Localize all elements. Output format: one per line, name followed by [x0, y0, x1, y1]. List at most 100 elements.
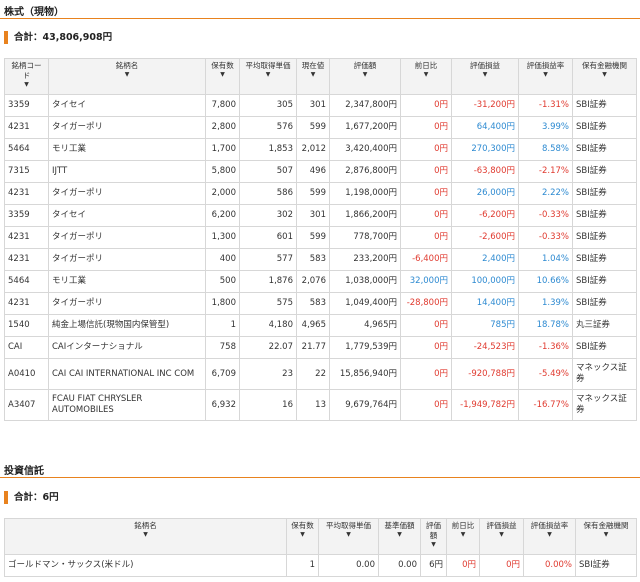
stocks-section-rule: [0, 18, 640, 19]
cell-name: タイガーポリ: [48, 226, 206, 249]
cell-pl: 100,000円: [451, 270, 519, 293]
cell-qty: 6,709: [205, 358, 240, 390]
cell-name: タイガーポリ: [48, 182, 206, 205]
sort-down-icon[interactable]: ▼: [547, 531, 552, 538]
funds-header-3[interactable]: 基準価額 ▼: [378, 518, 421, 555]
cell-qty: 2,800: [205, 116, 240, 139]
column-header-label: 銘柄名: [134, 521, 157, 530]
cell-avg: 0.00: [318, 554, 379, 577]
cell-qty: 758: [205, 336, 240, 359]
table-row: 5464 モリ工業 1,700 1,853 2,012 3,420,400円 0円 270,3…: [4, 138, 637, 161]
cell-rate: 2.22%: [518, 182, 573, 205]
table-row: A0410 CAI CAI INTERNATIONAL INC COM 6,709 2…: [4, 358, 637, 390]
cell-avg: 1,876: [239, 270, 297, 293]
sort-down-icon[interactable]: ▼: [602, 71, 607, 78]
cell-code: 4231: [4, 116, 49, 139]
stocks-header-7[interactable]: 評価損益 ▼: [451, 58, 519, 95]
sort-down-icon[interactable]: ▼: [220, 71, 225, 78]
stocks-header-0[interactable]: 銘柄コード ▼: [4, 58, 49, 95]
stocks-header-6[interactable]: 前日比 ▼: [400, 58, 452, 95]
column-header-label: 保有金融機関: [582, 61, 627, 70]
funds-header-6[interactable]: 評価損益 ▼: [479, 518, 524, 555]
stocks-header-3[interactable]: 平均取得単価 ▼: [239, 58, 297, 95]
cell-qty: 1,700: [205, 138, 240, 161]
sort-down-icon[interactable]: ▼: [431, 541, 436, 548]
funds-header-2[interactable]: 平均取得単価 ▼: [318, 518, 379, 555]
sort-down-icon[interactable]: ▼: [362, 71, 368, 78]
sort-down-icon[interactable]: ▼: [499, 531, 504, 538]
sort-down-icon[interactable]: ▼: [124, 71, 130, 78]
cell-rate: -5.49%: [518, 358, 573, 390]
cell-qty: 7,800: [205, 94, 240, 117]
stocks-header-1[interactable]: 銘柄名 ▼: [48, 58, 206, 95]
table-row: 7315 IJTT 5,800 507 496 2,876,800円 0円 -63,800円 -…: [4, 160, 637, 183]
cell-broker: SBI証券: [572, 270, 637, 293]
column-header-label: 評価損益: [470, 61, 500, 70]
stocks-table: 銘柄コード ▼ 銘柄名 ▼ 保有数 ▼ 平均取得単価 ▼ 現在値 ▼ 評価額 ▼ 前日比 ▼ 評価損益 ▼ 評価…: [4, 58, 637, 421]
funds-header-0[interactable]: 銘柄名 ▼: [4, 518, 287, 555]
funds-header-8[interactable]: 保有金融機関 ▼: [575, 518, 637, 555]
sort-down-icon[interactable]: ▼: [482, 71, 488, 78]
cell-avg: 305: [239, 94, 297, 117]
cell-name: ゴールドマン・サックス(米ドル): [4, 554, 287, 577]
sort-down-icon[interactable]: ▼: [265, 71, 271, 78]
sort-down-icon[interactable]: ▼: [543, 71, 548, 78]
cell-name: IJTT: [48, 160, 206, 183]
cell-code: 3359: [4, 204, 49, 227]
cell-value: 233,200円: [329, 248, 401, 271]
sort-down-icon[interactable]: ▼: [397, 531, 402, 538]
cell-qty: 6,932: [205, 389, 240, 421]
cell-value: 778,700円: [329, 226, 401, 249]
cell-name: タイガーポリ: [48, 116, 206, 139]
stocks-header-5[interactable]: 評価額 ▼: [329, 58, 401, 95]
cell-pl: -31,200円: [451, 94, 519, 117]
cell-avg: 1,853: [239, 138, 297, 161]
cell-code: 5464: [4, 138, 49, 161]
column-header-label: 銘柄名: [115, 61, 139, 70]
sort-down-icon[interactable]: ▼: [310, 71, 316, 78]
sort-down-icon[interactable]: ▼: [24, 81, 29, 88]
cell-rate: -0.33%: [518, 204, 573, 227]
funds-header-4[interactable]: 評価額 ▼: [420, 518, 447, 555]
sort-down-icon[interactable]: ▼: [460, 531, 466, 538]
cell-name: CAI CAI INTERNATIONAL INC COM: [48, 358, 206, 390]
cell-price: 301: [296, 94, 330, 117]
cell-broker: SBI証券: [572, 226, 637, 249]
cell-value: 2,347,800円: [329, 94, 401, 117]
funds-header-1[interactable]: 保有数 ▼: [286, 518, 319, 555]
stocks-header-9[interactable]: 保有金融機関 ▼: [572, 58, 637, 95]
column-header-label: 評価額: [426, 521, 441, 540]
cell-avg: 601: [239, 226, 297, 249]
cell-qty: 400: [205, 248, 240, 271]
cell-pl: 14,400円: [451, 292, 519, 315]
cell-change: -6,400円: [400, 248, 452, 271]
sort-down-icon[interactable]: ▼: [603, 531, 609, 538]
stocks-header-4[interactable]: 現在値 ▼: [296, 58, 330, 95]
column-header-label: 現在値: [301, 61, 325, 70]
cell-name: タイガーポリ: [48, 248, 206, 271]
cell-qty: 6,200: [205, 204, 240, 227]
cell-change: 0円: [400, 336, 452, 359]
cell-avg: 575: [239, 292, 297, 315]
cell-qty: 1,300: [205, 226, 240, 249]
cell-broker: マネックス証券: [572, 358, 637, 390]
cell-name: CAIインターナショナル: [48, 336, 206, 359]
stocks-header-2[interactable]: 保有数 ▼: [205, 58, 240, 95]
cell-rate: 1.04%: [518, 248, 573, 271]
funds-header-5[interactable]: 前日比 ▼: [446, 518, 480, 555]
column-header-label: 評価損益: [486, 521, 517, 530]
cell-price: 599: [296, 182, 330, 205]
cell-pl: 64,400円: [451, 116, 519, 139]
cell-broker: SBI証券: [572, 182, 637, 205]
cell-pl: -2,600円: [451, 226, 519, 249]
funds-header-7[interactable]: 評価損益率 ▼: [523, 518, 576, 555]
sort-down-icon[interactable]: ▼: [143, 531, 148, 538]
sort-down-icon[interactable]: ▼: [346, 531, 351, 538]
sort-down-icon[interactable]: ▼: [423, 71, 429, 78]
cell-change: 0円: [400, 116, 452, 139]
sort-down-icon[interactable]: ▼: [300, 531, 305, 538]
cell-price: 4,965: [296, 314, 330, 337]
cell-pl: -6,200円: [451, 204, 519, 227]
cell-value: 1,677,200円: [329, 116, 401, 139]
stocks-header-8[interactable]: 評価損益率 ▼: [518, 58, 573, 95]
